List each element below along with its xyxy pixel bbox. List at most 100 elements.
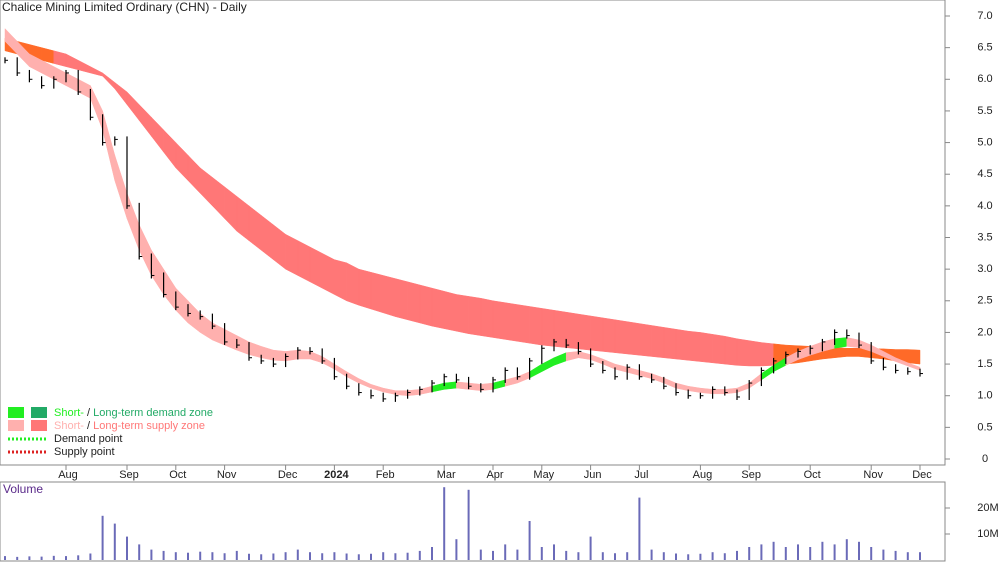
volume-bar (797, 544, 799, 560)
volume-bar (89, 553, 92, 560)
volume-bar (138, 544, 141, 560)
long-band (761, 342, 774, 367)
volume-bar (577, 552, 580, 560)
long-band (419, 284, 433, 327)
short-band (834, 337, 848, 349)
volume-bar (650, 549, 653, 560)
volume-bar (833, 544, 836, 560)
volume-bar (845, 539, 848, 560)
long-band (663, 327, 677, 360)
y-tick-label: 2.5 (977, 295, 992, 307)
long-band (687, 330, 701, 362)
long-band (675, 328, 689, 361)
volume-tick-label: 10M (977, 528, 998, 540)
long-band (834, 347, 848, 359)
long-band (651, 325, 665, 359)
volume-bar (65, 556, 67, 560)
legend-label: Short- / Long-term demand zone (54, 407, 213, 419)
volume-bar (223, 553, 226, 560)
long-band (370, 271, 384, 314)
volume-bar (126, 536, 128, 560)
x-tick-label: Aug (693, 469, 713, 481)
volume-bar (333, 552, 336, 560)
volume-bar (52, 555, 55, 560)
volume-bar (723, 553, 726, 560)
x-tick-label: Apr (486, 469, 503, 481)
legend-part: Long-term demand zone (93, 407, 213, 419)
long-band (407, 281, 421, 324)
legend-part: / (84, 407, 93, 419)
volume-bar (16, 556, 19, 560)
legend-swatch (8, 420, 24, 431)
x-tick-label: May (533, 469, 554, 481)
long-band (504, 302, 518, 342)
volume-bar (772, 541, 775, 560)
volume-bar (211, 552, 214, 560)
volume-bar (662, 552, 665, 560)
volume-bar (626, 552, 629, 560)
volume-bar (309, 552, 311, 560)
long-band (712, 334, 726, 365)
long-band (382, 275, 396, 317)
x-tick-label: Nov (217, 469, 237, 481)
legend-part: / (84, 420, 93, 432)
long-band (517, 304, 530, 344)
legend-swatch (31, 407, 47, 418)
volume-bar (553, 544, 555, 560)
y-tick-label: 7.0 (977, 10, 992, 22)
volume-bar (675, 553, 677, 560)
volume-bar (919, 552, 921, 560)
long-band (541, 308, 555, 347)
y-tick-label: 0.5 (977, 421, 992, 433)
volume-bar (736, 550, 738, 560)
volume-bar (760, 544, 763, 560)
long-band (431, 287, 445, 329)
volume-bar (113, 523, 116, 560)
volume-bar (821, 541, 824, 560)
volume-bar (296, 549, 299, 560)
volume-bar (370, 553, 372, 560)
legend-part: Long-term supply zone (93, 420, 205, 432)
long-band (846, 348, 860, 357)
volume-bar (260, 554, 263, 560)
volume-bar (614, 553, 616, 560)
volume-bar (455, 539, 458, 560)
y-tick-label: 2.0 (977, 326, 992, 338)
long-band (297, 240, 311, 283)
volume-bar (601, 552, 604, 560)
volume-bar (199, 551, 202, 560)
volume-bar (504, 544, 507, 560)
volume-label: Volume (3, 482, 43, 496)
volume-bar (345, 553, 348, 560)
volume-bar (77, 555, 80, 560)
volume-bar (882, 549, 885, 560)
long-band (468, 296, 482, 336)
volume-bar (174, 552, 177, 560)
long-band (626, 321, 640, 356)
chart-title: Chalice Mining Limited Ordinary (CHN) - … (2, 0, 247, 14)
x-tick-label: Jun (584, 469, 602, 481)
long-band (602, 317, 616, 353)
legend-swatch (8, 407, 24, 418)
y-tick-label: 3.5 (977, 231, 992, 243)
long-band (724, 335, 738, 366)
long-band (614, 319, 628, 355)
volume-panel (0, 481, 946, 562)
x-tick-label: Nov (863, 469, 883, 481)
y-tick-label: 6.5 (977, 42, 992, 54)
long-band (639, 323, 652, 357)
x-tick-label: Feb (376, 469, 395, 481)
short-band (700, 387, 713, 395)
volume-bar (101, 515, 104, 560)
volume-bar (431, 547, 433, 560)
x-tick-label: 2024 (324, 469, 349, 481)
volume-bar (748, 547, 751, 560)
volume-bar (516, 549, 519, 560)
volume-bar (187, 552, 189, 560)
volume-tick-label: 20M (977, 502, 998, 514)
legend-label: Short- / Long-term supply zone (54, 420, 205, 432)
volume-bar (272, 553, 275, 560)
volume-bar (906, 552, 909, 560)
